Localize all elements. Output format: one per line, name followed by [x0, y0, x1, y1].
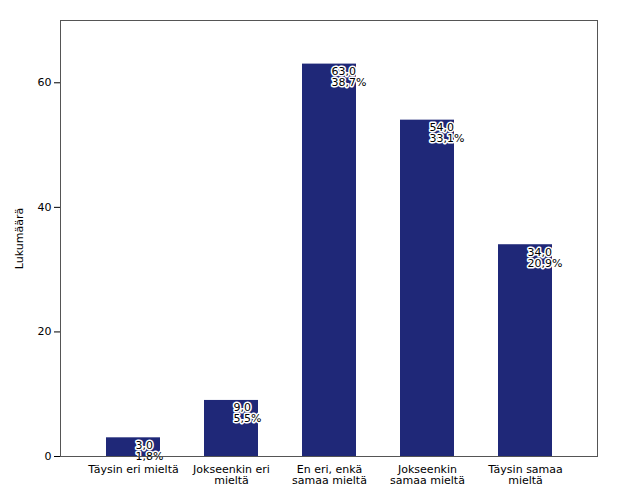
- svg-text:9,05,5%: 9,05,5%: [234, 401, 262, 425]
- svg-text:En eri, enkäsamaa mieltä: En eri, enkäsamaa mieltä: [292, 463, 367, 487]
- svg-text:Lukumäärä: Lukumäärä: [13, 208, 26, 269]
- svg-text:63,038,7%: 63,038,7%: [332, 65, 367, 89]
- svg-text:40: 40: [38, 201, 52, 214]
- svg-text:54,033,1%: 54,033,1%: [430, 121, 465, 145]
- svg-text:Jokseenkin erimieltä: Jokseenkin erimieltä: [192, 463, 270, 487]
- svg-text:Täysin samaamieltä: Täysin samaamieltä: [487, 463, 563, 487]
- svg-text:Jokseenkinsamaa mieltä: Jokseenkinsamaa mieltä: [390, 463, 465, 487]
- svg-text:60: 60: [38, 76, 52, 89]
- svg-text:Täysin eri mieltä: Täysin eri mieltä: [87, 463, 178, 476]
- svg-text:20: 20: [38, 325, 52, 338]
- svg-text:3,01,8%: 3,01,8%: [136, 439, 164, 463]
- svg-text:0: 0: [45, 450, 52, 463]
- svg-text:34,020,9%: 34,020,9%: [528, 246, 563, 270]
